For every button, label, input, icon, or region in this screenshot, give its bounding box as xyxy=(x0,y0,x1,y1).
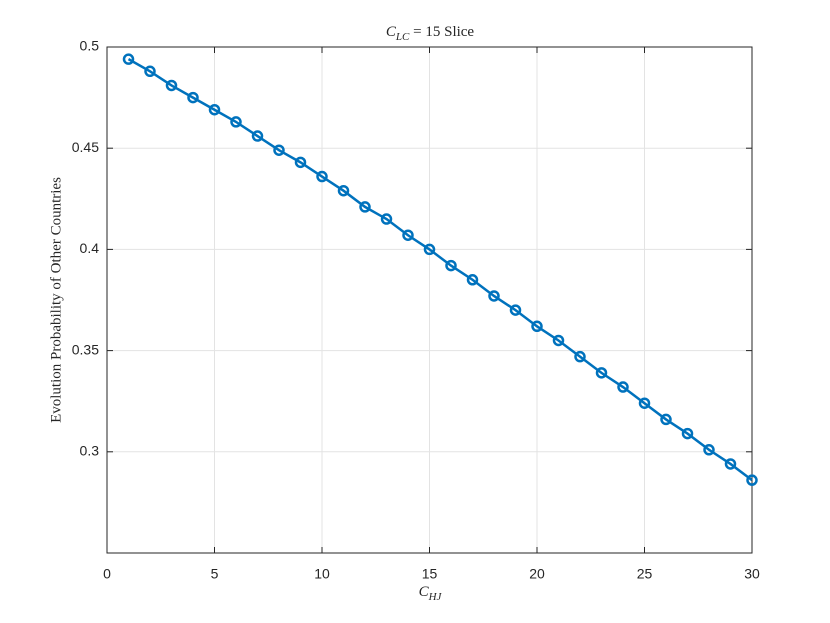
marker xyxy=(208,103,221,116)
marker xyxy=(724,458,737,470)
x-tick-label: 20 xyxy=(529,566,545,582)
marker xyxy=(595,367,608,379)
marker xyxy=(531,320,543,333)
x-tick-label: 5 xyxy=(211,566,219,582)
y-tick-label: 0.45 xyxy=(72,139,99,155)
xlabel-symbol: C xyxy=(419,584,430,600)
y-tick-label: 0.4 xyxy=(80,240,100,256)
x-tick-label: 30 xyxy=(744,566,760,582)
marker xyxy=(402,229,414,241)
marker xyxy=(488,290,500,302)
marker xyxy=(187,91,199,104)
marker xyxy=(509,304,522,316)
chart-title: CLC = 15 Slice xyxy=(386,24,475,42)
title-rest: = 15 Slice xyxy=(409,24,474,40)
marker xyxy=(638,397,651,409)
marker xyxy=(466,274,479,286)
title-subscript: LC xyxy=(395,31,410,43)
marker xyxy=(337,184,350,197)
axes-box xyxy=(106,46,753,554)
marker xyxy=(703,444,715,456)
marker xyxy=(552,334,565,347)
x-tick-label: 25 xyxy=(637,566,653,582)
x-tick-label: 10 xyxy=(314,566,330,582)
marker xyxy=(359,201,371,213)
x-tick-label: 15 xyxy=(422,566,438,582)
y-tick-label: 0.35 xyxy=(72,341,99,357)
marker xyxy=(423,243,436,256)
marker xyxy=(251,130,264,142)
y-axis-label: Evolution Probability of Other Countries xyxy=(48,177,64,423)
y-tick-label: 0.5 xyxy=(80,38,100,54)
marker xyxy=(574,350,586,363)
marker xyxy=(316,170,328,183)
marker xyxy=(445,259,457,272)
marker xyxy=(165,79,178,92)
marker xyxy=(380,213,393,225)
marker xyxy=(294,156,307,169)
marker xyxy=(681,427,694,440)
xlabel-subscript: HJ xyxy=(428,591,443,603)
marker xyxy=(746,474,758,486)
y-tick-label: 0.3 xyxy=(80,443,100,459)
marker xyxy=(617,381,629,393)
x-axis-label: CHJ xyxy=(419,584,443,602)
marker xyxy=(122,53,135,65)
marker xyxy=(230,116,242,128)
x-tick-label: 0 xyxy=(103,566,111,582)
title-symbol: C xyxy=(386,24,397,40)
marker xyxy=(273,144,285,156)
marker xyxy=(144,65,156,78)
marker xyxy=(660,413,672,426)
